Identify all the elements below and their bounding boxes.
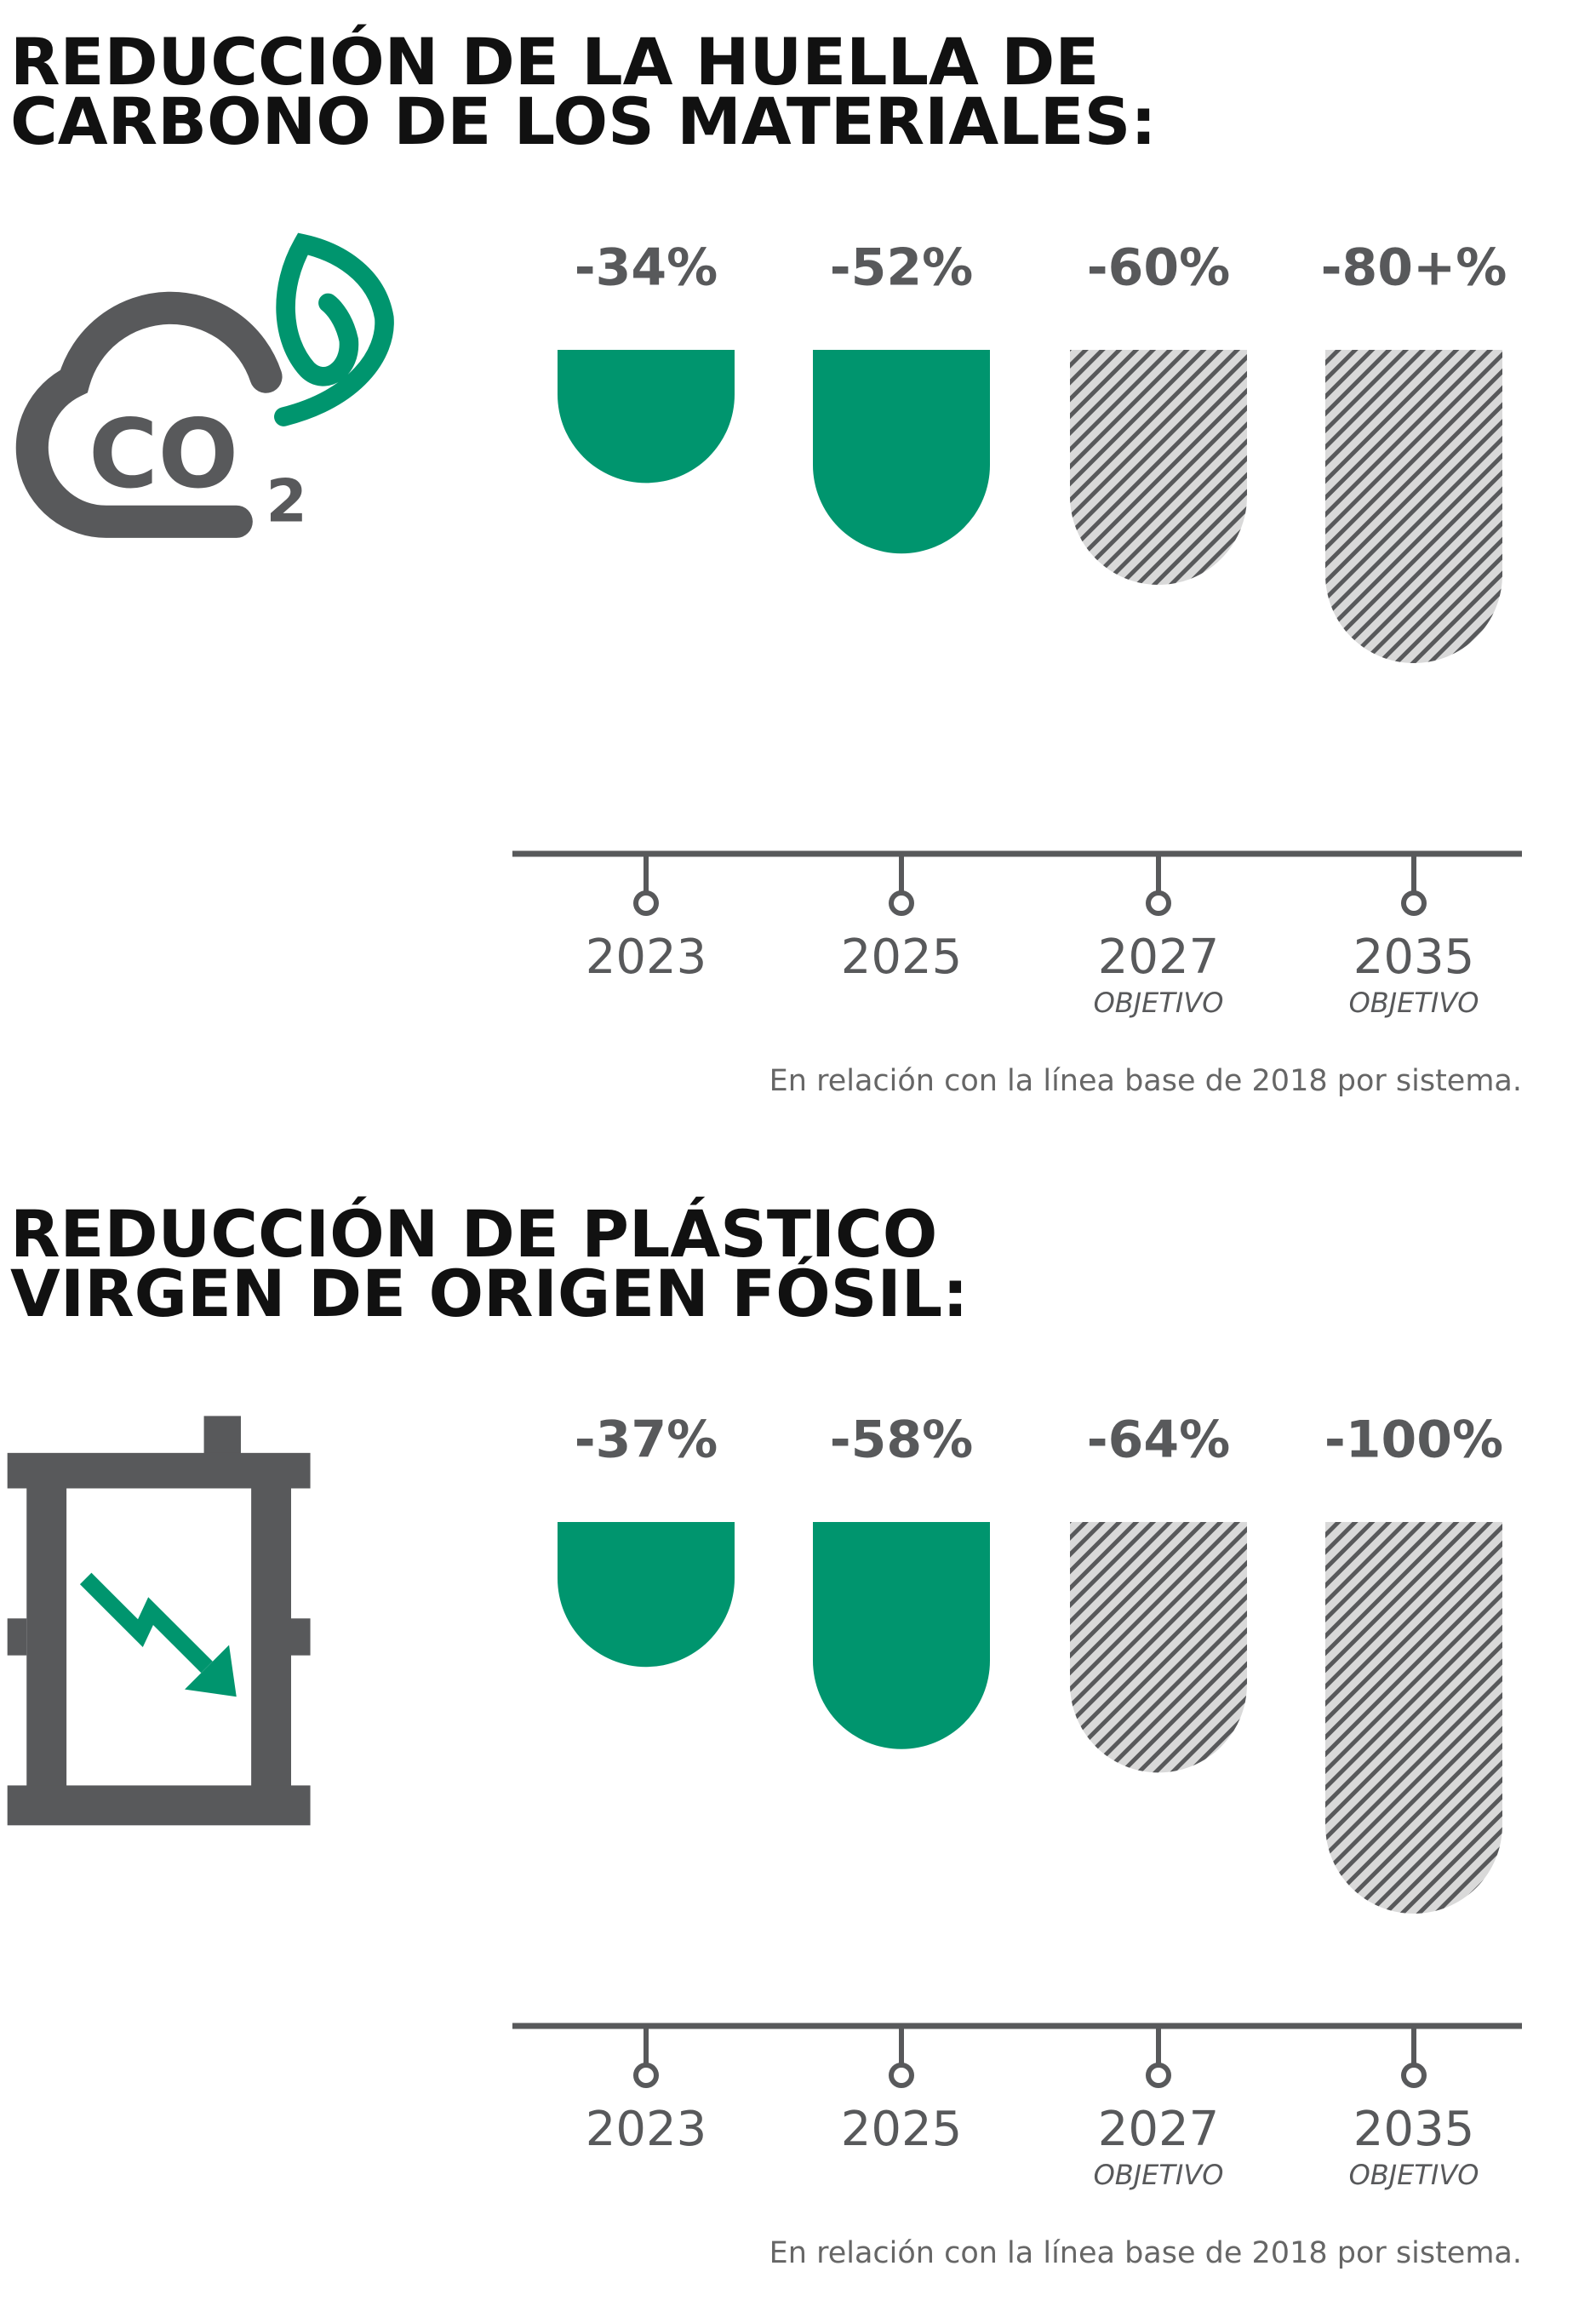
timeline-dot bbox=[633, 890, 659, 916]
x-tick-label: 2025 bbox=[841, 930, 963, 985]
barrel-cap bbox=[203, 1416, 241, 1458]
timeline-dot bbox=[889, 890, 914, 916]
chart-title: CARBONO DE LOS MATERIALES: bbox=[10, 83, 1157, 159]
barrel-icon bbox=[7, 1416, 311, 1826]
timeline-dot bbox=[1401, 890, 1427, 916]
x-tick-label: 2035 bbox=[1353, 2102, 1475, 2157]
x-sublabel: OBJETIVO bbox=[1094, 987, 1224, 1019]
barrel-side bbox=[251, 1488, 291, 1788]
x-tick-label: 2023 bbox=[586, 930, 707, 985]
arrow-head bbox=[185, 1645, 237, 1697]
value-label: -60% bbox=[1087, 238, 1231, 298]
bar bbox=[1070, 1522, 1247, 1773]
x-tick-label: 2027 bbox=[1098, 930, 1220, 985]
x-tick-label: 2027 bbox=[1098, 2102, 1220, 2157]
value-label: -80+% bbox=[1321, 238, 1507, 298]
x-sublabel: OBJETIVO bbox=[1349, 2159, 1479, 2191]
timeline-dot bbox=[633, 2063, 659, 2088]
bar bbox=[813, 1522, 990, 1749]
value-label: -100% bbox=[1324, 1410, 1503, 1470]
footnote: En relación con la línea base de 2018 po… bbox=[769, 2236, 1522, 2270]
bar bbox=[1070, 350, 1247, 585]
barrel-rim bbox=[7, 1785, 311, 1826]
down-arrow bbox=[79, 1572, 213, 1674]
x-tick-label: 2025 bbox=[841, 2102, 963, 2157]
footnote: En relación con la línea base de 2018 po… bbox=[769, 1064, 1522, 1098]
value-label: -58% bbox=[830, 1410, 974, 1470]
bar bbox=[1325, 1522, 1502, 1914]
bar bbox=[813, 350, 990, 554]
timeline-dot bbox=[1146, 890, 1171, 916]
barrel-band bbox=[7, 1618, 27, 1656]
barrel-rim bbox=[7, 1452, 311, 1489]
bar bbox=[558, 350, 735, 484]
icon-subscript: 2 bbox=[266, 468, 306, 536]
icon-text: CO bbox=[89, 400, 238, 510]
value-label: -37% bbox=[575, 1410, 718, 1470]
chart-title: REDUCCIÓN DE LA HUELLA DE bbox=[10, 23, 1099, 100]
barrel-side bbox=[26, 1488, 67, 1788]
x-sublabel: OBJETIVO bbox=[1094, 2159, 1224, 2191]
timeline-dot bbox=[1146, 2063, 1171, 2088]
bar bbox=[1325, 350, 1502, 663]
x-tick-label: 2035 bbox=[1353, 930, 1475, 985]
co2-icon: CO 2 bbox=[15, 232, 394, 538]
x-tick-label: 2023 bbox=[586, 2102, 707, 2157]
bar bbox=[558, 1522, 735, 1668]
timeline-dot bbox=[889, 2063, 914, 2088]
barrel-band bbox=[290, 1618, 311, 1656]
cloud bbox=[15, 291, 283, 538]
value-label: -52% bbox=[830, 238, 974, 298]
value-label: -64% bbox=[1087, 1410, 1231, 1470]
timeline-dot bbox=[1401, 2063, 1427, 2088]
leaf bbox=[274, 232, 394, 426]
value-label: -34% bbox=[575, 238, 718, 298]
x-sublabel: OBJETIVO bbox=[1349, 987, 1479, 1019]
chart-title: VIRGEN DE ORIGEN FÓSIL: bbox=[10, 1255, 969, 1331]
chart-title: REDUCCIÓN DE PLÁSTICO bbox=[10, 1195, 937, 1272]
